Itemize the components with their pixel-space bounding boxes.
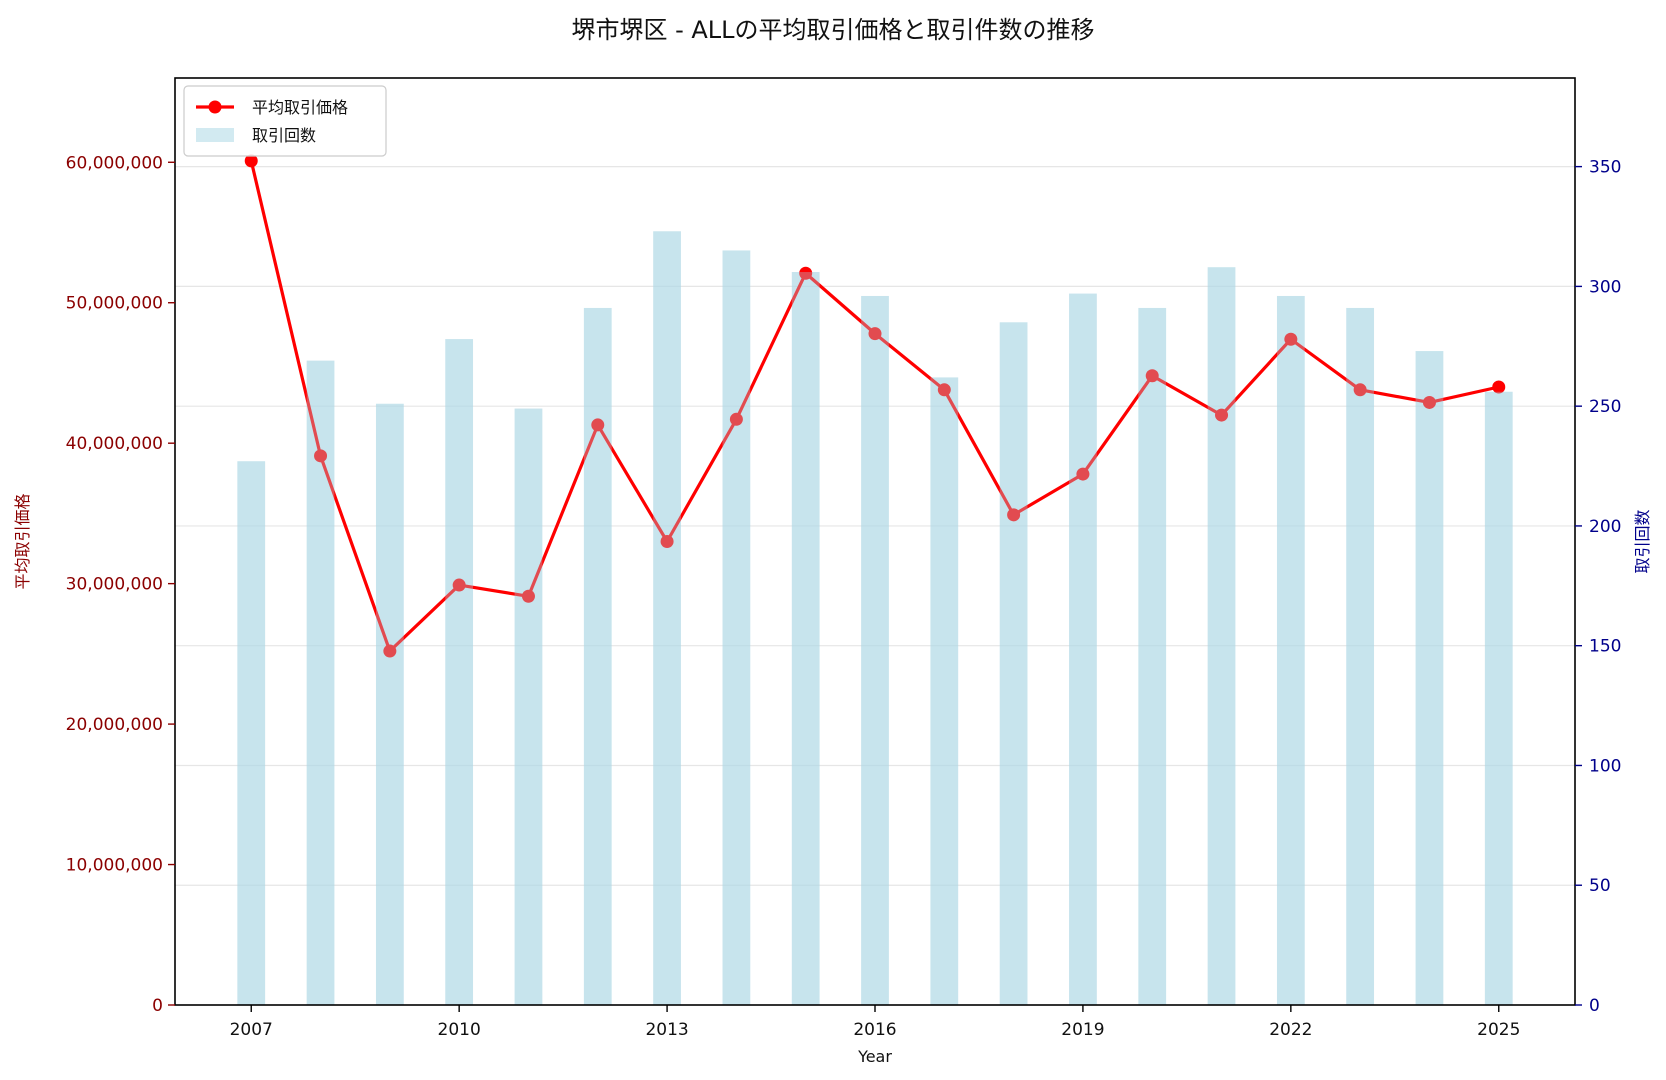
bar-2013 (653, 231, 681, 1006)
y-right-tick-label: 200 (1589, 517, 1621, 537)
x-tick-label: 2016 (853, 1020, 896, 1040)
bar-overlay-2022 (1276, 295, 1305, 1005)
legend-bar-swatch (196, 128, 234, 142)
bar-2020 (1138, 307, 1167, 1005)
bar-layer (237, 231, 1513, 1006)
legend-box (183, 85, 387, 157)
y-right-tick-label: 0 (1589, 996, 1600, 1016)
chart-title: 堺市堺区 - ALLの平均取引価格と取引件数の推移 (571, 16, 1095, 44)
bar-2011 (514, 408, 543, 1006)
axis-layer: 2007 2010 2013 2016 2019 2022 2025 Year 0 10,000,… (13, 77, 1652, 1066)
bar-overlay-2009 (375, 403, 404, 1005)
price-point-2023 (1353, 383, 1367, 397)
bar-2010 (445, 339, 474, 1005)
bar-overlay-2016 (861, 295, 889, 1005)
bar-overlay-2010 (445, 339, 474, 1005)
legend-label-count: 取引回数 (252, 126, 316, 145)
y-right-tick-label: 150 (1589, 637, 1621, 657)
bar-overlay-2015 (791, 272, 820, 1005)
price-point-2021 (1215, 408, 1229, 422)
price-point-2022 (1284, 332, 1298, 346)
price-point-2017 (937, 383, 951, 397)
price-point-2013 (660, 535, 674, 548)
bar-overlay-2014 (722, 250, 751, 1006)
bar-overlay-2025 (1484, 391, 1513, 1005)
y-left-axis-title: 平均取引価格 (13, 493, 32, 589)
price-point-2014 (729, 412, 743, 426)
price-point-2010 (452, 578, 466, 592)
bar-overlay-2021 (1207, 267, 1236, 1005)
y-left-tick-label: 0 (152, 996, 163, 1016)
bar-overlay-2019 (1069, 293, 1097, 1005)
bar-2022 (1276, 295, 1305, 1005)
y-right-tick-label: 300 (1589, 277, 1621, 297)
legend-line-marker (208, 100, 222, 114)
price-point-2025 (1492, 380, 1506, 394)
bar-overlay-2013 (653, 231, 681, 1006)
bar-overlay-2023 (1346, 307, 1375, 1005)
bar-2017 (930, 377, 959, 1006)
bar-overlay-2011 (514, 408, 543, 1006)
y-right-tick-label: 250 (1589, 397, 1621, 417)
x-tick-label: 2022 (1269, 1020, 1312, 1040)
y-left-tick-label: 40,000,000 (66, 434, 163, 454)
bar-2009 (375, 403, 404, 1005)
bar-overlay-2020 (1138, 307, 1167, 1005)
x-tick-label: 2007 (230, 1020, 273, 1040)
bar-overlay-2012 (583, 307, 612, 1005)
bar-overlay-2017 (930, 377, 959, 1006)
y-right-axis-title: 取引回数 (1633, 509, 1652, 573)
bar-overlay-2007 (237, 461, 266, 1005)
y-left-tick-label: 60,000,000 (66, 153, 163, 173)
y-right-tick-label: 350 (1589, 158, 1621, 178)
bar-2015 (791, 272, 820, 1005)
price-point-2019 (1076, 467, 1090, 481)
bar-2024 (1415, 351, 1444, 1005)
y-left-tick-label: 10,000,000 (66, 856, 163, 876)
y-left-tick-label: 30,000,000 (66, 575, 163, 595)
price-point-2024 (1422, 395, 1436, 409)
bar-2014 (722, 250, 751, 1006)
x-tick-label: 2013 (645, 1020, 688, 1040)
x-tick-label: 2019 (1061, 1020, 1104, 1040)
price-point-2015 (799, 266, 813, 280)
x-tick-label: 2010 (438, 1020, 481, 1040)
bar-2008 (306, 360, 335, 1006)
bar-overlay-2018 (999, 322, 1028, 1006)
price-point-2020 (1145, 369, 1159, 383)
price-point-2007 (244, 154, 258, 168)
legend-label-price: 平均取引価格 (252, 98, 348, 117)
bar-2019 (1069, 293, 1097, 1005)
price-point-2008 (314, 449, 328, 463)
bar-2021 (1207, 267, 1236, 1005)
price-point-2009 (383, 644, 397, 658)
y-right-tick-label: 100 (1589, 756, 1621, 776)
bar-2016 (861, 295, 889, 1005)
price-point-2011 (521, 589, 535, 603)
line-layer (237, 154, 1513, 1006)
price-point-2016 (868, 327, 882, 341)
bar-2007 (237, 461, 266, 1005)
bar-overlay-2008 (306, 360, 335, 1006)
y-left-tick-label: 50,000,000 (66, 294, 163, 314)
y-left-tick-label: 20,000,000 (66, 715, 163, 735)
bar-2018 (999, 322, 1028, 1006)
y-right-tick-label: 50 (1589, 876, 1611, 896)
bar-overlay-2024 (1415, 351, 1444, 1005)
x-axis-title: Year (857, 1047, 892, 1066)
price-point-2018 (1007, 508, 1021, 522)
price-point-2012 (591, 418, 605, 432)
bar-2023 (1346, 307, 1375, 1005)
x-tick-label: 2025 (1477, 1020, 1520, 1040)
bar-2025 (1484, 391, 1513, 1005)
